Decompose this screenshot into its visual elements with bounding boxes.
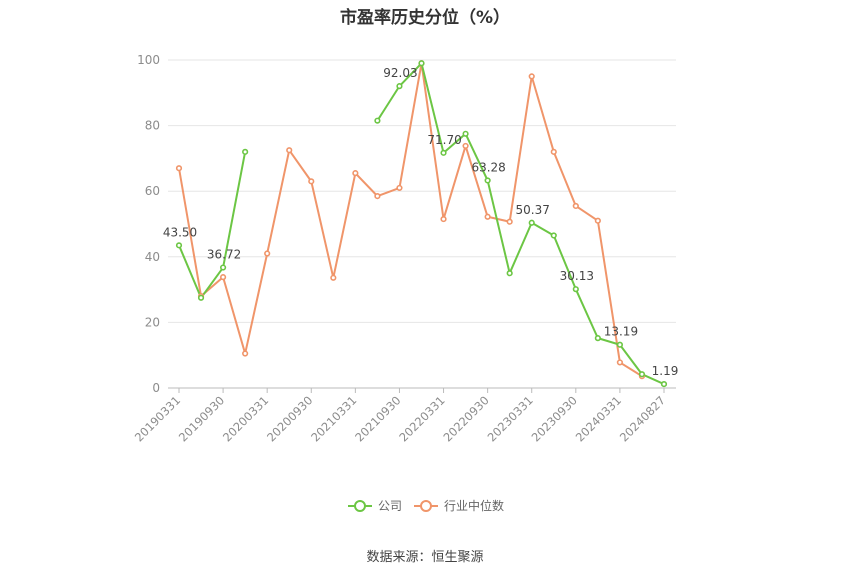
data-point-1[interactable]: [264, 250, 271, 257]
data-point-1[interactable]: [352, 170, 359, 177]
data-point-0[interactable]: [242, 148, 249, 155]
data-label: 92.03: [383, 66, 417, 80]
data-point-0[interactable]: [594, 335, 601, 342]
y-tick-label: 20: [145, 315, 160, 329]
data-point-1[interactable]: [506, 218, 513, 225]
data-point-1[interactable]: [528, 73, 535, 80]
data-point-0[interactable]: [462, 130, 469, 137]
data-point-1[interactable]: [616, 359, 624, 366]
data-label: 50.37: [516, 203, 550, 217]
data-point-1[interactable]: [396, 184, 403, 192]
x-tick-label: 20210331: [308, 393, 359, 444]
legend-swatch-marker: [420, 500, 432, 512]
data-point-1[interactable]: [175, 165, 183, 172]
data-point-1[interactable]: [572, 202, 579, 210]
data-point-1[interactable]: [462, 142, 469, 150]
data-point-0[interactable]: [219, 264, 227, 271]
data-point-0[interactable]: [550, 232, 557, 239]
data-point-1[interactable]: [550, 148, 557, 155]
data-label: 1.19: [652, 364, 679, 378]
data-point-0[interactable]: [660, 380, 668, 388]
y-tick-label: 40: [145, 250, 160, 264]
y-tick-label: 60: [145, 184, 160, 198]
x-tick-label: 20220930: [440, 393, 491, 444]
chart-title: 市盈率历史分位（%）: [339, 8, 511, 28]
data-labels: 43.50 36.72 92.03 71.70 63.28 50.37 30.13 13.19…: [163, 66, 679, 378]
data-point-0[interactable]: [528, 219, 535, 226]
data-point-1[interactable]: [484, 213, 491, 220]
data-point-0[interactable]: [418, 60, 425, 67]
legend[interactable]: 公司 行业中位数: [348, 498, 504, 513]
legend-label: 行业中位数: [444, 498, 504, 513]
y-tick-label: 80: [145, 119, 160, 133]
data-point-0[interactable]: [616, 341, 624, 348]
legend-item-1[interactable]: 行业中位数: [414, 498, 504, 513]
data-point-1[interactable]: [219, 274, 227, 281]
data-point-0[interactable]: [396, 83, 403, 90]
data-point-0[interactable]: [572, 286, 579, 293]
series-line-0: [376, 62, 665, 386]
data-point-0[interactable]: [197, 294, 205, 301]
data-point-0[interactable]: [374, 117, 381, 124]
x-tick-label: 20240827: [617, 393, 668, 444]
y-tick-label: 0: [152, 381, 160, 395]
data-point-0[interactable]: [440, 149, 447, 156]
x-tick-label: 20210930: [352, 393, 403, 444]
x-tick-label: 20200331: [220, 393, 271, 444]
grid-lines: [168, 59, 676, 323]
legend-swatch-marker: [354, 500, 366, 512]
x-tick-label: 20230331: [485, 393, 536, 444]
data-point-0[interactable]: [484, 177, 491, 184]
y-tick-label: 100: [137, 53, 160, 67]
data-point-1[interactable]: [440, 215, 447, 223]
x-tick-label: 20230930: [529, 393, 580, 444]
data-point-1[interactable]: [374, 193, 381, 200]
legend-item-0[interactable]: 公司: [348, 499, 402, 513]
data-point-1[interactable]: [330, 274, 337, 281]
x-tick-label: 20240331: [573, 393, 624, 444]
data-label: 43.50: [163, 225, 197, 239]
series-line-0: [178, 151, 247, 299]
data-label: 30.13: [560, 269, 594, 283]
series-points: [175, 60, 668, 388]
data-label: 63.28: [471, 160, 505, 174]
x-tick-label: 20200930: [264, 393, 315, 444]
data-point-0[interactable]: [506, 270, 513, 277]
data-label: 13.19: [604, 325, 638, 339]
source-note: 数据来源：恒生聚源: [366, 550, 484, 565]
data-label: 71.70: [427, 133, 461, 147]
series-line-1: [178, 62, 643, 378]
data-point-0[interactable]: [638, 371, 646, 378]
series-lines: [178, 62, 665, 386]
data-point-1[interactable]: [286, 147, 293, 154]
data-point-1[interactable]: [242, 350, 249, 357]
x-tick-label: 20190331: [132, 393, 183, 444]
data-point-1[interactable]: [594, 217, 601, 224]
data-label: 36.72: [207, 248, 241, 262]
legend-label: 公司: [378, 499, 402, 513]
x-tick-label: 20220331: [396, 393, 447, 444]
data-point-0[interactable]: [175, 242, 183, 249]
x-tick-label: 20190930: [176, 393, 227, 444]
data-point-1[interactable]: [308, 178, 315, 185]
